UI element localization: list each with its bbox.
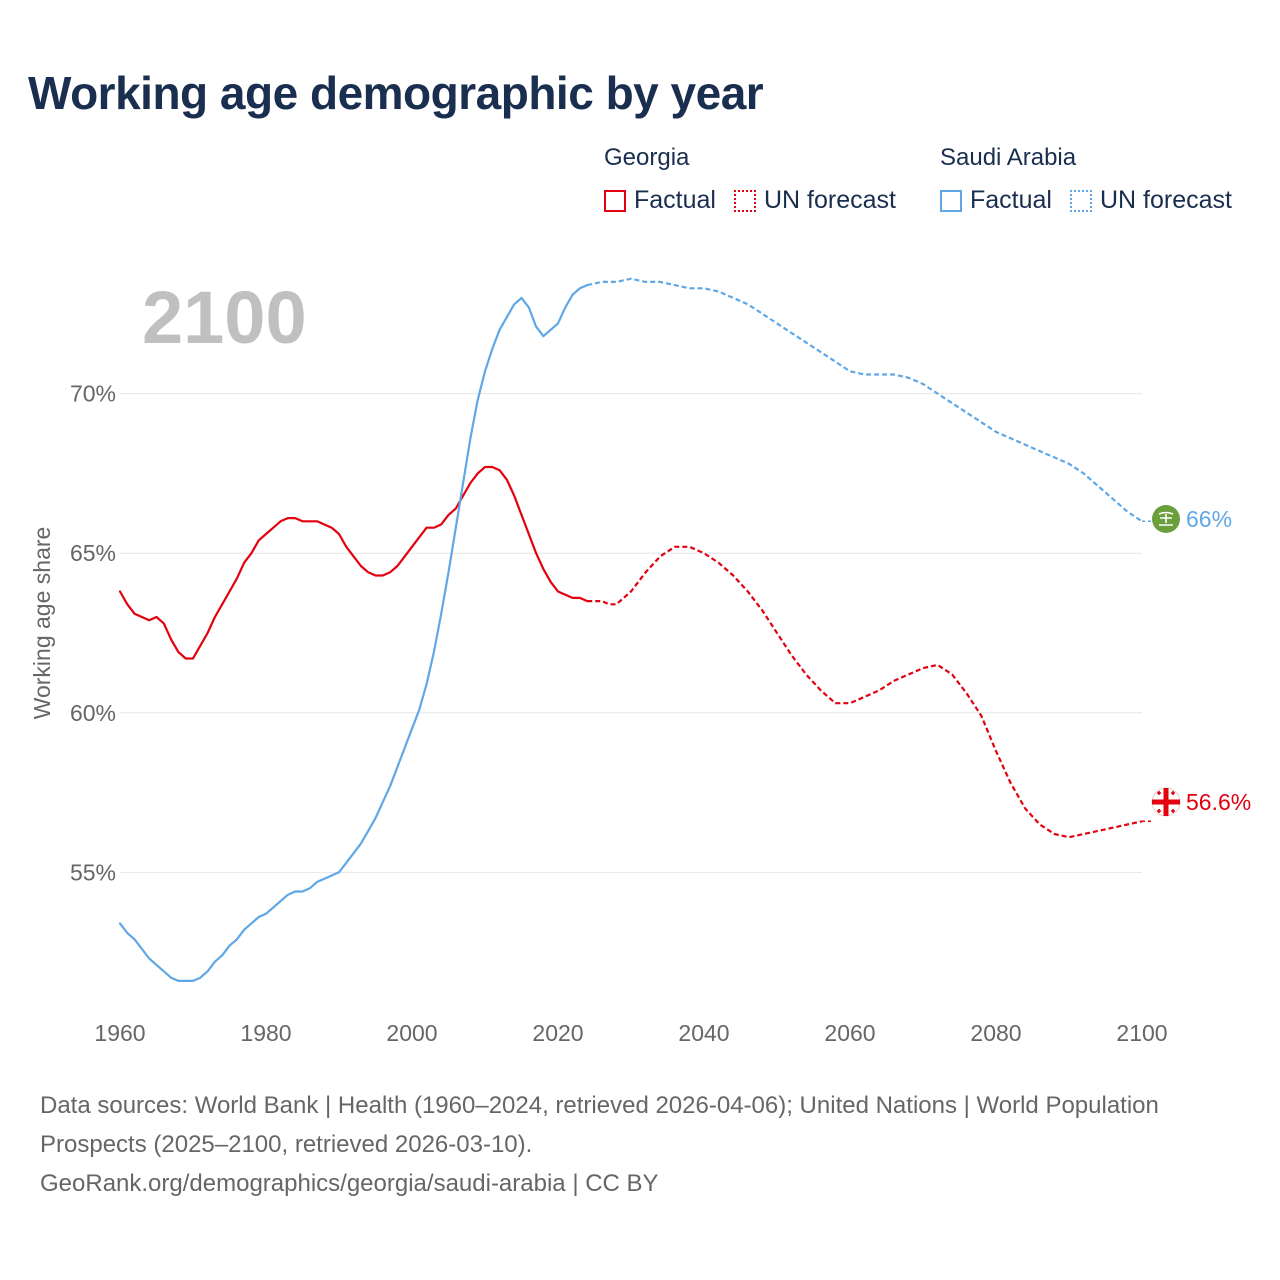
x-tick-label: 2060	[824, 1020, 875, 1046]
georgia-flag-icon	[1151, 787, 1181, 817]
georgia-factual-line	[118, 465, 589, 660]
x-tick-label: 2020	[532, 1020, 583, 1046]
legend-swatch-solid	[604, 189, 626, 212]
y-axis-label: Working age share	[29, 527, 55, 720]
x-tick-label: 1980	[240, 1020, 291, 1046]
x-tick-label: 2100	[1116, 1020, 1167, 1046]
series-layer	[118, 277, 1152, 982]
legend-item-saudi-factual[interactable]: Factual	[940, 186, 1052, 215]
saudi-arabia-end-value: 66%	[1186, 506, 1232, 532]
endpoint-layer: 66% 56.6%	[1151, 505, 1251, 817]
year-watermark: 2100	[142, 276, 307, 359]
data-sources-text: Data sources: World Bank | Health (1960–…	[40, 1092, 1159, 1158]
legend-item-label: UN forecast	[763, 186, 896, 214]
x-tick-label: 2040	[678, 1020, 729, 1046]
footer: Data sources: World Bank | Health (1960–…	[40, 1086, 1220, 1203]
legend-swatch-solid	[940, 189, 962, 212]
y-tick-label: 60%	[70, 700, 116, 726]
legend-swatch-dotted	[733, 189, 756, 212]
attribution-link[interactable]: GeoRank.org/demographics/georgia/saudi-a…	[40, 1170, 659, 1197]
legend-item-saudi-forecast[interactable]: UN forecast	[1069, 186, 1232, 215]
x-tick-label: 1960	[94, 1020, 145, 1046]
legend-item-label: Factual	[970, 186, 1052, 214]
saudi-arabia-flag-icon	[1152, 505, 1180, 533]
y-tick-label: 55%	[70, 859, 116, 885]
saudi-arabia-factual-line	[118, 284, 589, 982]
saudi-arabia-forecast-line	[586, 277, 1143, 523]
legend-item-georgia-forecast[interactable]: UN forecast	[733, 186, 896, 215]
legend-group-georgia: Georgia Factual UN forecast	[604, 144, 914, 215]
legend-item-label: Factual	[634, 186, 716, 214]
y-tick-label: 70%	[70, 381, 116, 407]
legend-country-label: Georgia	[604, 144, 690, 171]
axis-layer: 55% 60% 65% 70% 1960 1980 2000 2020 2040 2060 2080…	[70, 381, 1168, 1046]
grid-layer	[120, 393, 1142, 873]
x-tick-label: 2080	[970, 1020, 1021, 1046]
georgia-forecast-line	[587, 545, 1143, 839]
chart-title: Working age demographic by year	[28, 67, 764, 119]
x-tick-label: 2000	[386, 1020, 437, 1046]
legend-group-saudi-arabia: Saudi Arabia Factual UN forecast	[940, 144, 1250, 215]
georgia-end-value: 56.6%	[1186, 789, 1251, 815]
line-chart: 2100 55% 60% 65% 70% 1960 1980 2000 2020 2040 206…	[29, 276, 1251, 1046]
legend-country-label: Saudi Arabia	[940, 144, 1077, 171]
legend-swatch-dotted	[1069, 189, 1092, 212]
y-tick-label: 65%	[70, 540, 116, 566]
legend-item-label: UN forecast	[1099, 186, 1232, 214]
legend-item-georgia-factual[interactable]: Factual	[604, 186, 716, 215]
